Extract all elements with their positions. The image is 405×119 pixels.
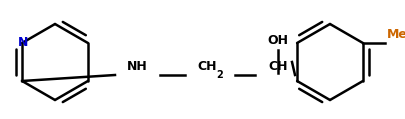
Text: 2: 2 <box>217 70 224 80</box>
Text: CH: CH <box>268 60 288 72</box>
Text: NH: NH <box>127 60 148 72</box>
Text: N: N <box>18 35 28 49</box>
Text: CH: CH <box>197 60 217 72</box>
Text: Me: Me <box>387 28 405 42</box>
Text: OH: OH <box>267 34 288 47</box>
